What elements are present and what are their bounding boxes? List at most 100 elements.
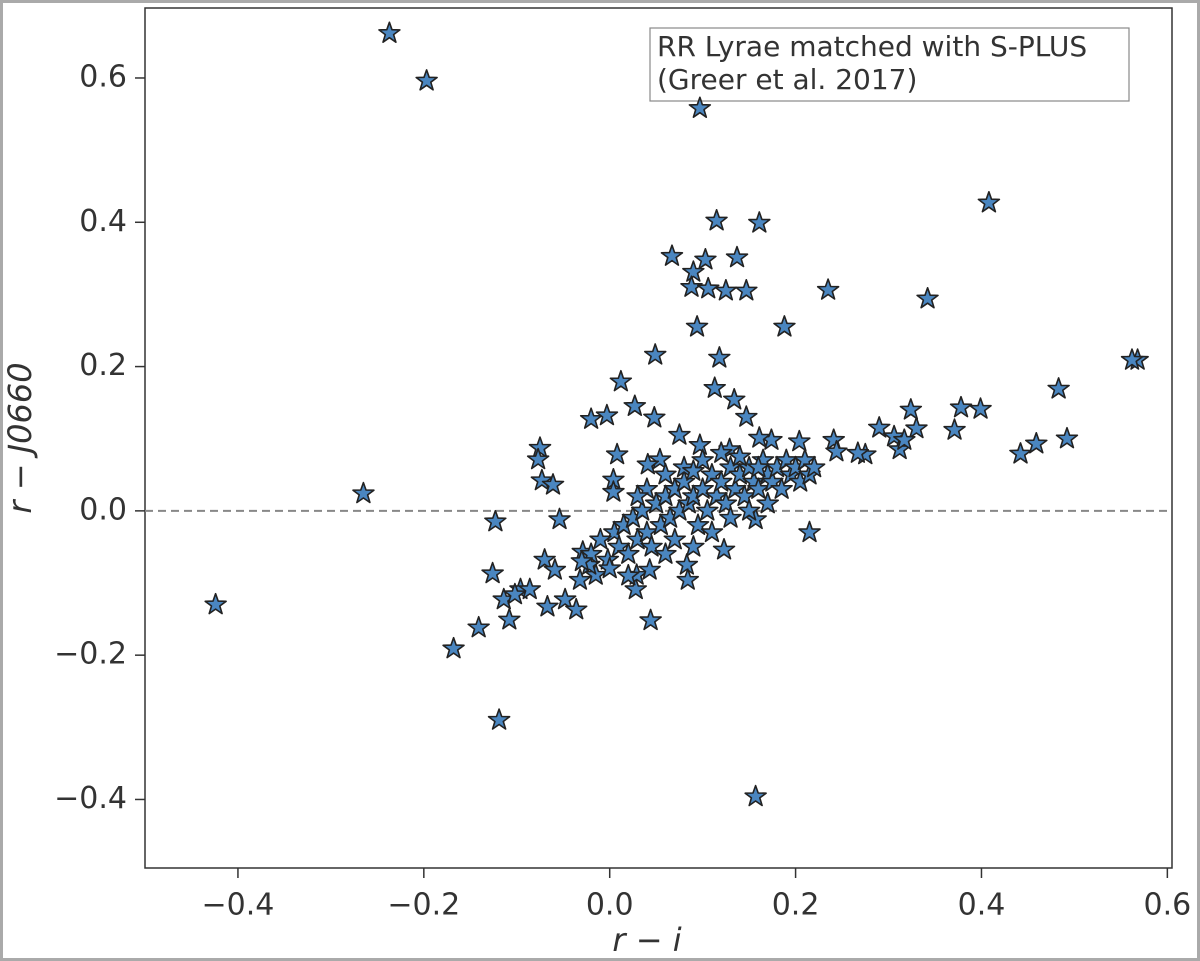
point (744, 784, 767, 807)
point (816, 278, 840, 300)
annotation-box (649, 27, 1130, 102)
point (1120, 348, 1144, 370)
point (691, 448, 714, 471)
point (352, 481, 375, 504)
point (708, 346, 731, 368)
y-tick-label: 0.0 (79, 492, 127, 527)
y-axis-label: r − J0660 (1, 362, 39, 513)
point (1009, 442, 1032, 464)
y-tick-label: 0.4 (79, 204, 127, 239)
point (703, 376, 726, 398)
point (694, 248, 717, 270)
point (503, 582, 527, 605)
point (882, 424, 906, 447)
point (487, 708, 511, 730)
point (672, 470, 696, 492)
point (756, 491, 779, 514)
point (638, 558, 661, 580)
point (969, 397, 992, 419)
y-tick-label: −0.2 (54, 637, 127, 672)
point (498, 608, 521, 630)
point (798, 520, 821, 543)
point (415, 69, 438, 91)
point (735, 405, 758, 427)
point (1055, 426, 1079, 449)
point (626, 484, 649, 507)
y-tick-label: 0.6 (79, 59, 127, 94)
point (598, 556, 621, 579)
point (640, 535, 663, 557)
point (526, 447, 550, 470)
point (728, 445, 752, 467)
x-tick-label: 0.6 (1143, 888, 1191, 923)
point (747, 455, 770, 478)
point (943, 418, 966, 440)
point (595, 403, 619, 426)
point (685, 315, 709, 337)
point (553, 587, 577, 610)
point (631, 499, 654, 521)
point (725, 245, 749, 268)
point (660, 244, 684, 266)
point (822, 428, 845, 450)
point (719, 506, 742, 528)
point (773, 315, 796, 337)
x-axis-label: r − i (612, 921, 681, 959)
point (737, 499, 761, 521)
point (589, 527, 612, 550)
point (644, 343, 667, 365)
point (688, 433, 712, 455)
point (714, 491, 738, 514)
point (1047, 377, 1070, 399)
point (916, 287, 939, 309)
point (682, 459, 705, 481)
point (378, 21, 401, 43)
point (467, 615, 490, 638)
x-tick-label: −0.4 (202, 888, 275, 923)
point (735, 279, 758, 301)
point (899, 398, 923, 420)
point (635, 520, 659, 543)
point (705, 209, 728, 231)
annotation: RR Lyrae matched with S-PLUS (657, 30, 1087, 63)
point (605, 442, 629, 465)
point (442, 636, 465, 659)
point (700, 520, 724, 543)
x-tick-label: 0.2 (772, 888, 820, 923)
point (518, 577, 541, 600)
point (541, 473, 565, 495)
annotation: (Greer et al. 2017) (657, 63, 917, 96)
point (714, 279, 738, 301)
point (688, 96, 712, 118)
point (639, 608, 662, 631)
point (710, 441, 733, 463)
point (1025, 432, 1048, 454)
point (617, 564, 640, 586)
x-tick-label: 0.4 (958, 888, 1006, 923)
point (696, 499, 719, 521)
point (676, 568, 699, 590)
point (623, 394, 647, 416)
point (579, 407, 603, 429)
plot-area (144, 7, 1173, 869)
point (697, 276, 720, 299)
point (733, 484, 756, 507)
point (654, 542, 677, 564)
point (977, 191, 1001, 213)
point (949, 395, 973, 418)
point (712, 538, 736, 560)
point (723, 388, 746, 410)
point (609, 369, 633, 392)
point (533, 548, 556, 570)
point (802, 455, 826, 478)
point (686, 513, 710, 535)
point (748, 211, 771, 233)
point (748, 426, 771, 448)
point (536, 595, 559, 617)
point (204, 592, 227, 615)
point (868, 416, 891, 438)
point (893, 428, 916, 450)
point (668, 423, 691, 445)
